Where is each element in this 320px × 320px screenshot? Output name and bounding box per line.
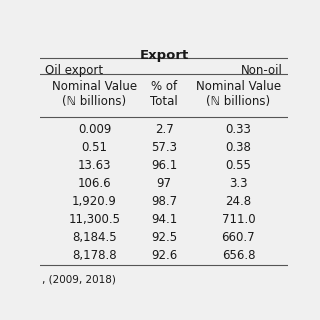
Text: 0.55: 0.55 [226, 159, 251, 172]
Text: Nominal Value
(ℕ billions): Nominal Value (ℕ billions) [52, 80, 137, 108]
Text: 8,184.5: 8,184.5 [72, 231, 117, 244]
Text: 94.1: 94.1 [151, 213, 177, 226]
Text: Oil export: Oil export [45, 64, 103, 77]
Text: 11,300.5: 11,300.5 [68, 213, 121, 226]
Text: 2.7: 2.7 [155, 124, 173, 136]
Text: 92.5: 92.5 [151, 231, 177, 244]
Text: 8,178.8: 8,178.8 [72, 249, 117, 262]
Text: 660.7: 660.7 [221, 231, 255, 244]
Text: 0.51: 0.51 [82, 141, 108, 154]
Text: 1,920.9: 1,920.9 [72, 195, 117, 208]
Text: Non-oil: Non-oil [241, 64, 283, 77]
Text: 711.0: 711.0 [221, 213, 255, 226]
Text: 24.8: 24.8 [225, 195, 252, 208]
Text: 97: 97 [156, 177, 172, 190]
Text: 96.1: 96.1 [151, 159, 177, 172]
Text: 0.38: 0.38 [226, 141, 251, 154]
Text: 0.33: 0.33 [226, 124, 251, 136]
Text: 13.63: 13.63 [78, 159, 111, 172]
Text: 106.6: 106.6 [78, 177, 111, 190]
Text: 3.3: 3.3 [229, 177, 248, 190]
Text: 98.7: 98.7 [151, 195, 177, 208]
Text: Nominal Value
(ℕ billions): Nominal Value (ℕ billions) [196, 80, 281, 108]
Text: , (2009, 2018): , (2009, 2018) [43, 275, 116, 285]
Text: % of
Total: % of Total [150, 80, 178, 108]
Text: 0.009: 0.009 [78, 124, 111, 136]
Text: 57.3: 57.3 [151, 141, 177, 154]
Text: 92.6: 92.6 [151, 249, 177, 262]
Text: 656.8: 656.8 [222, 249, 255, 262]
Text: Export: Export [140, 50, 188, 62]
